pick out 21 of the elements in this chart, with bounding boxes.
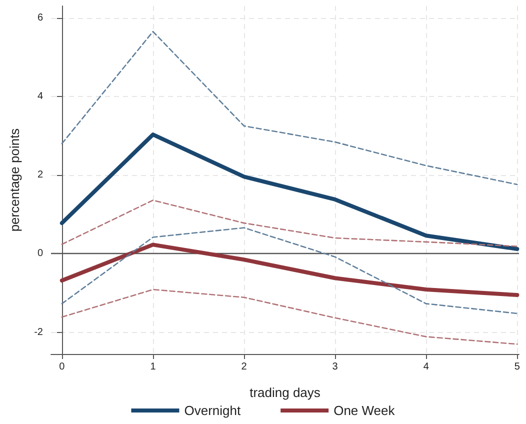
- y-axis-title: percentage points: [7, 128, 22, 232]
- line-series: [60, 242, 520, 298]
- x-axis-title: trading days: [250, 385, 321, 400]
- x-tick-label: 3: [332, 362, 338, 372]
- line-series: [61, 288, 518, 345]
- y-tick-label: 2: [37, 170, 44, 181]
- line-series: [61, 227, 518, 314]
- legend-label: One Week: [334, 403, 396, 418]
- x-tick-label: 5: [514, 362, 520, 372]
- y-tick-label: -2: [34, 326, 44, 338]
- line-series: [61, 30, 518, 186]
- line-series: [60, 132, 520, 252]
- y-tick-label: 0: [37, 248, 44, 260]
- x-tick-label: 4: [423, 362, 430, 372]
- line-series: [61, 200, 518, 247]
- y-tick-label: 4: [37, 90, 44, 102]
- x-tick-label: 0: [59, 362, 66, 372]
- legend-label: Overnight: [184, 403, 241, 418]
- y-tick-label: 6: [37, 12, 44, 24]
- x-tick-label: 2: [241, 362, 248, 372]
- x-tick-label: 1: [150, 362, 156, 372]
